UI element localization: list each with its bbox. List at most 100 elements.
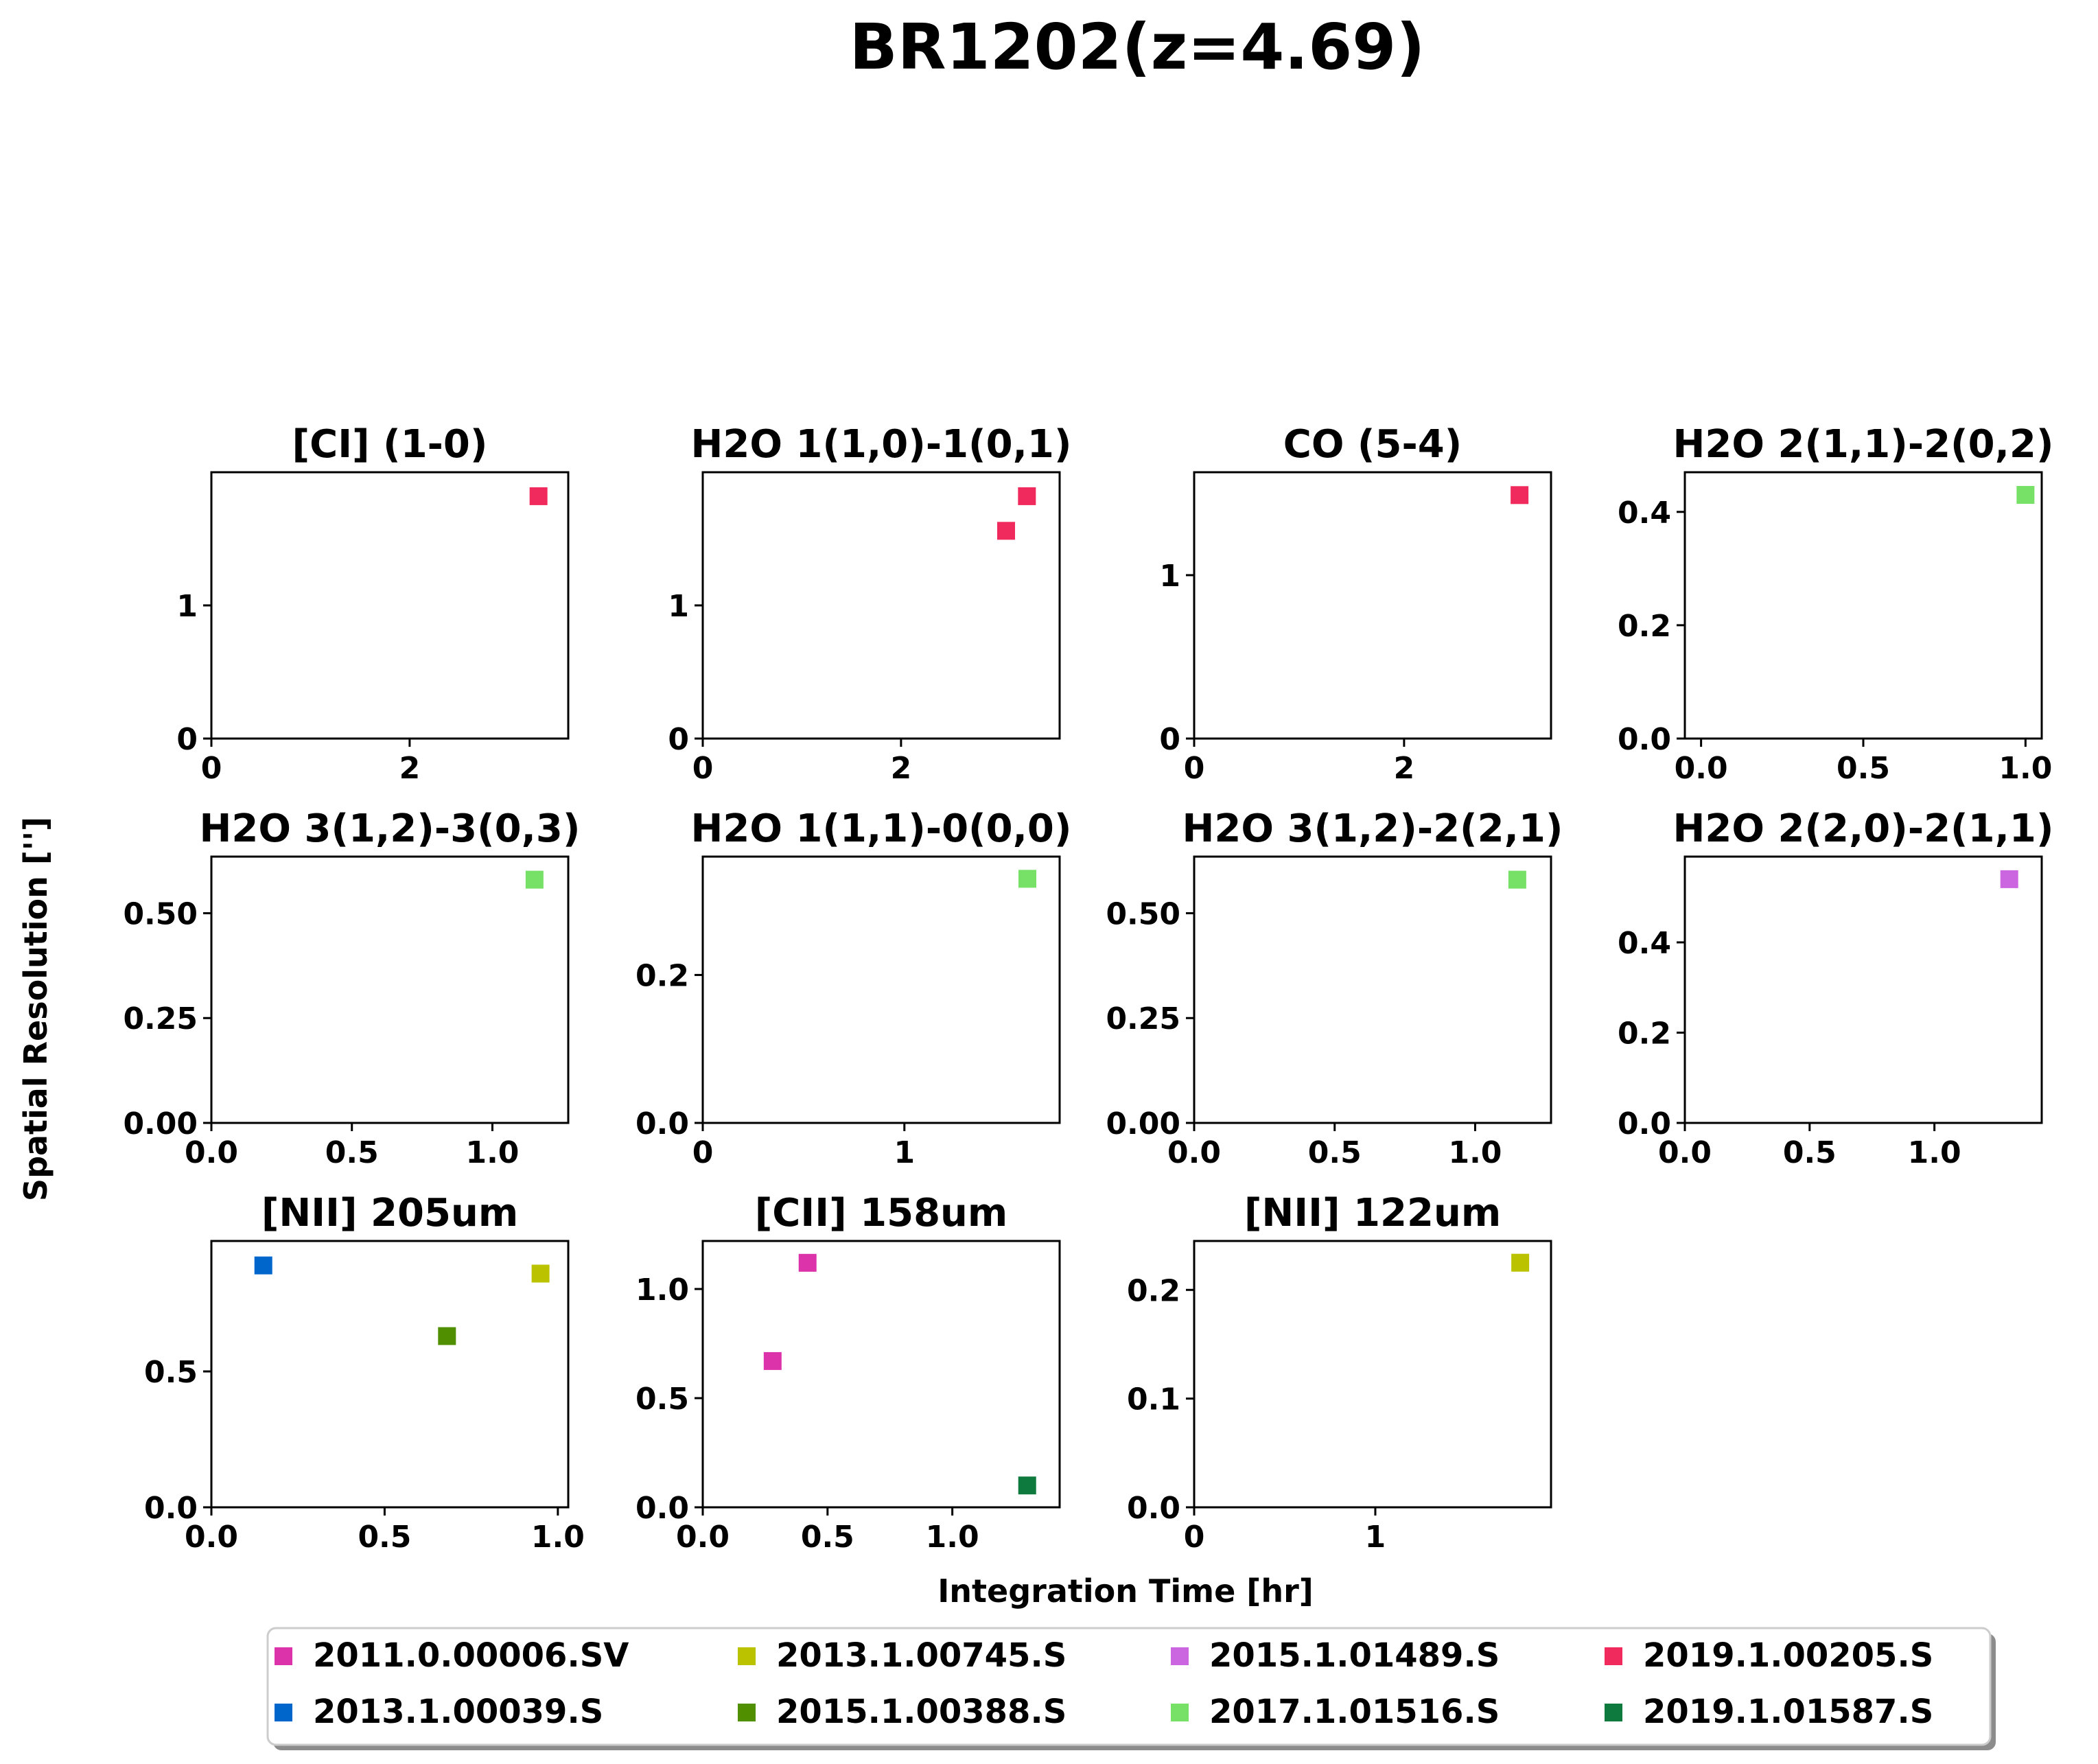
subplot-7: H2O 3(1,2)-2(2,1) 0.0 0.5 1.0 0.00 0.25 0.50 <box>1106 806 1563 1170</box>
y-tick-label: 0.0 <box>1127 1491 1180 1526</box>
legend-swatch <box>1171 1704 1189 1721</box>
subplot-8: H2O 2(2,0)-2(1,1) 0.0 0.5 1.0 0.0 0.2 0.4 <box>1618 806 2053 1170</box>
x-tick-label: 0.0 <box>1658 1135 1712 1170</box>
x-tick-label: 0.0 <box>676 1520 730 1555</box>
x-tick-label: 1.0 <box>1908 1135 1961 1170</box>
y-tick-label: 0.4 <box>1618 926 1671 961</box>
x-tick-label: 0 <box>692 751 714 786</box>
x-tick-label: 0.0 <box>1675 751 1728 786</box>
x-tick-label: 1.0 <box>1998 751 2052 786</box>
subplot-title: [NII] 122um <box>1244 1191 1501 1235</box>
y-tick-label: 0.5 <box>144 1355 198 1390</box>
x-tick-label: 0.5 <box>1308 1135 1362 1170</box>
subplot-title: [NII] 205um <box>261 1191 518 1235</box>
data-point <box>438 1327 456 1345</box>
data-point <box>531 1264 550 1283</box>
plot-frame <box>701 855 1061 1124</box>
y-tick-label: 0.00 <box>1106 1106 1180 1141</box>
legend-swatch <box>738 1647 756 1665</box>
plot-frame <box>1193 1240 1552 1509</box>
x-tick-label: 0 <box>201 751 222 786</box>
figure-title: BR1202(z=4.69) <box>850 10 1425 84</box>
legend-swatch <box>738 1704 756 1721</box>
x-tick-label: 2 <box>1394 751 1415 786</box>
x-tick-label: 1 <box>894 1135 915 1170</box>
x-tick-label: 0.5 <box>1837 751 1890 786</box>
y-tick-label: 0 <box>1159 722 1180 757</box>
data-point <box>254 1256 272 1275</box>
plot-frame <box>1193 471 1552 740</box>
y-tick-label: 0.0 <box>144 1491 198 1526</box>
data-point <box>2016 486 2035 504</box>
plot-frame <box>210 1240 570 1509</box>
x-tick-label: 0.5 <box>358 1520 411 1555</box>
legend-label: 2011.0.00006.SV <box>313 1636 629 1675</box>
subplot-title: H2O 3(1,2)-3(0,3) <box>200 806 581 851</box>
legend-swatch <box>1605 1704 1622 1721</box>
x-tick-label: 1.0 <box>926 1520 979 1555</box>
data-point <box>763 1351 782 1370</box>
x-tick-label: 0 <box>1184 1520 1205 1555</box>
y-tick-label: 0.1 <box>1127 1382 1180 1417</box>
data-point <box>1508 870 1526 889</box>
x-tick-label: 0.0 <box>185 1135 238 1170</box>
legend-label: 2015.1.01489.S <box>1209 1636 1500 1675</box>
legend-label: 2015.1.00388.S <box>776 1693 1067 1731</box>
y-tick-label: 0.0 <box>1618 722 1671 757</box>
legend-label: 2017.1.01516.S <box>1209 1693 1500 1731</box>
plot-frame <box>701 471 1061 740</box>
subplot-title: CO (5-4) <box>1283 422 1462 467</box>
x-tick-label: 0.5 <box>325 1135 379 1170</box>
x-tick-label: 1.0 <box>465 1135 519 1170</box>
data-point <box>1018 870 1036 888</box>
y-axis-label: Spatial Resolution [''] <box>17 817 54 1201</box>
y-tick-label: 0.2 <box>1618 1016 1671 1051</box>
y-tick-label: 0.25 <box>1106 1001 1180 1036</box>
y-tick-label: 1.0 <box>636 1273 689 1308</box>
legend-swatch <box>1171 1647 1189 1665</box>
plot-frame <box>210 471 570 740</box>
legend: 2011.0.00006.SV 2013.1.00039.S 2013.1.0074… <box>266 1627 1996 1750</box>
subplot-6: H2O 1(1,1)-0(0,0) 0 1 0.0 0.2 <box>636 806 1071 1170</box>
x-tick-label: 0.0 <box>1167 1135 1221 1170</box>
data-point <box>798 1253 817 1272</box>
subplot-title: H2O 2(2,0)-2(1,1) <box>1673 806 2054 851</box>
subplot-3: CO (5-4) 0 2 0 1 <box>1159 422 1552 786</box>
subplot-1: [CI] (1-0) 0 2 0 1 <box>176 422 570 786</box>
subplot-title: H2O 1(1,0)-1(0,1) <box>691 422 1072 467</box>
plot-frame <box>1193 855 1552 1124</box>
legend-label: 2019.1.00205.S <box>1643 1636 1933 1675</box>
y-tick-label: 0.5 <box>636 1382 689 1417</box>
subplot-10: [CII] 158um 0.0 0.5 1.0 0.0 0.5 1.0 <box>636 1191 1061 1555</box>
x-tick-label: 0.5 <box>801 1520 854 1555</box>
y-tick-label: 0.50 <box>123 896 198 931</box>
y-tick-label: 0.2 <box>1618 609 1671 644</box>
y-tick-label: 0.2 <box>1127 1273 1180 1308</box>
y-tick-label: 1 <box>1159 559 1180 594</box>
subplot-4: H2O 2(1,1)-2(0,2) 0.0 0.5 1.0 0.0 0.2 0.4 <box>1618 422 2053 786</box>
subplot-title: [CII] 158um <box>755 1191 1008 1235</box>
data-point <box>997 522 1015 540</box>
plot-frame <box>701 1240 1061 1509</box>
data-point <box>1511 486 1529 504</box>
x-tick-label: 1.0 <box>531 1520 585 1555</box>
data-point <box>525 870 544 889</box>
subplot-title: H2O 1(1,1)-0(0,0) <box>691 806 1072 851</box>
plot-frame <box>1683 471 2043 740</box>
y-tick-label: 0 <box>176 722 198 757</box>
x-axis-label: Integration Time [hr] <box>937 1572 1314 1610</box>
y-tick-label: 1 <box>176 589 198 624</box>
x-tick-label: 2 <box>399 751 421 786</box>
subplot-5: H2O 3(1,2)-3(0,3) 0.0 0.5 1.0 0.00 0.25 0.50 <box>123 806 580 1170</box>
data-point <box>529 487 548 505</box>
data-point <box>1511 1253 1530 1272</box>
x-tick-label: 0.5 <box>1783 1135 1837 1170</box>
y-tick-label: 0.2 <box>636 958 689 993</box>
subplot-9: [NII] 205um 0.0 0.5 1.0 0.0 0.5 <box>144 1191 585 1555</box>
legend-label: 2013.1.00745.S <box>776 1636 1067 1675</box>
y-tick-label: 0.0 <box>636 1106 689 1141</box>
x-tick-label: 2 <box>891 751 912 786</box>
data-point <box>2000 870 2018 888</box>
